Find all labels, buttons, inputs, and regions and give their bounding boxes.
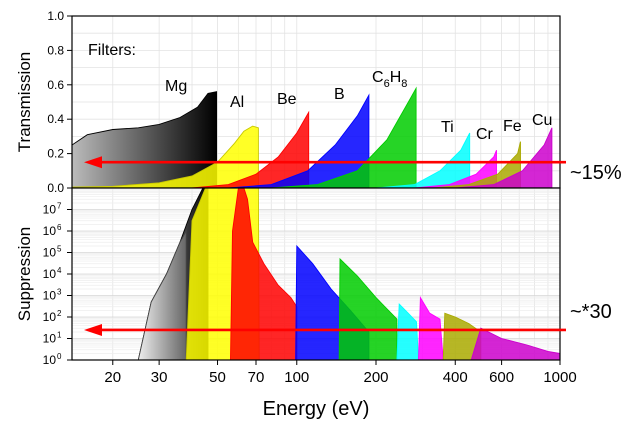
arrow-head xyxy=(84,156,102,169)
x-tick-label: 1000 xyxy=(543,369,576,386)
bottom-y-axis-title: Suppression xyxy=(15,227,34,322)
y-tick-exponent: 5 xyxy=(57,245,62,254)
label-cr: Cr xyxy=(476,126,494,143)
y-tick-exponent: 6 xyxy=(57,223,62,232)
top-filter-labels: Mg Al Be B C6H8 Ti Cr Fe Cu xyxy=(165,69,552,143)
x-tick-label: 50 xyxy=(209,369,226,386)
top-transmission-arrow xyxy=(84,156,566,169)
x-tick-label: 30 xyxy=(151,369,168,386)
y-tick-label: 0.6 xyxy=(47,78,64,92)
y-tick-label: 10 xyxy=(43,267,57,281)
y-tick-label: 0.4 xyxy=(47,112,64,126)
y-tick-label: 1.0 xyxy=(47,9,64,23)
bottom-arrow-label: ~*30 xyxy=(570,301,612,323)
bottom-x-ticks: 20 30 50 70 100 200 400 600 1000 xyxy=(104,360,577,386)
bottom-areas xyxy=(137,188,560,360)
area-ti xyxy=(375,132,471,188)
area-fe xyxy=(433,141,521,188)
area-mg-gray xyxy=(137,229,187,360)
bottom-suppression-arrow xyxy=(84,323,566,336)
label-h: H xyxy=(390,69,402,86)
label-fe: Fe xyxy=(503,118,522,135)
y-tick-label: 10 xyxy=(43,289,57,303)
y-tick-exponent: 2 xyxy=(57,309,62,318)
y-tick-label: 10 xyxy=(43,224,57,238)
x-tick-label: 70 xyxy=(248,369,265,386)
top-arrow-label: ~15% xyxy=(570,162,622,184)
y-tick-exponent: 1 xyxy=(57,331,62,340)
y-tick-label: 10 xyxy=(43,353,57,367)
x-tick-label: 600 xyxy=(489,369,514,386)
x-tick-label: 100 xyxy=(284,369,309,386)
area-al xyxy=(72,125,259,188)
filters-legend-title: Filters: xyxy=(88,42,136,59)
area-mg xyxy=(72,91,218,188)
label-h-sub: 8 xyxy=(401,78,407,90)
area-cu xyxy=(455,127,553,188)
label-cu: Cu xyxy=(532,112,552,129)
y-tick-exponent: 7 xyxy=(57,202,62,211)
label-ti: Ti xyxy=(441,119,454,136)
x-tick-label: 200 xyxy=(363,369,388,386)
top-y-axis-title: Transmission xyxy=(15,52,34,152)
y-tick-label: 10 xyxy=(43,310,57,324)
x-tick-label: 20 xyxy=(104,369,121,386)
label-b: B xyxy=(334,86,345,103)
label-al: Al xyxy=(230,94,244,111)
y-tick-exponent: 3 xyxy=(57,288,62,297)
area-fe xyxy=(442,312,482,360)
y-tick-label: 0.8 xyxy=(47,43,64,57)
arrow-head xyxy=(84,323,102,336)
y-tick-exponent: 0 xyxy=(57,352,62,361)
top-y-ticks: 0.0 0.2 0.4 0.6 0.8 1.0 xyxy=(47,9,72,195)
label-c: C xyxy=(372,69,384,86)
y-tick-exponent: 4 xyxy=(57,266,62,275)
label-c6h8: C6H8 xyxy=(372,69,407,90)
x-tick-label: 400 xyxy=(443,369,468,386)
y-tick-label: 10 xyxy=(43,203,57,217)
top-panel: 0.0 0.2 0.4 0.6 0.8 1.0 Transmission Filters:… xyxy=(15,9,622,195)
y-tick-label: 0.2 xyxy=(47,147,64,161)
area-cr xyxy=(414,150,497,188)
y-tick-label: 10 xyxy=(43,332,57,346)
y-tick-label: 10 xyxy=(43,246,57,260)
label-mg: Mg xyxy=(165,78,187,95)
label-c-sub: 6 xyxy=(384,78,390,90)
area-c6h8 xyxy=(338,257,398,360)
x-axis-title: Energy (eV) xyxy=(263,398,370,420)
area-ti xyxy=(396,303,419,360)
y-tick-label: 0.0 xyxy=(47,181,64,195)
label-be: Be xyxy=(277,91,297,108)
